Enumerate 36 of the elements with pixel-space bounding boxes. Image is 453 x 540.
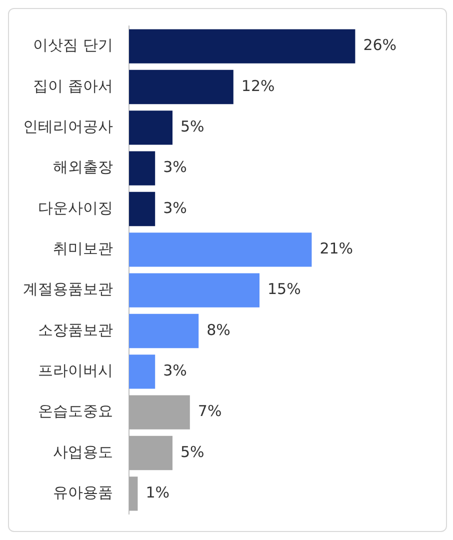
y-tick-label: 프라이버시: [38, 362, 113, 380]
y-tick-label: 인테리어공사: [23, 118, 113, 136]
bar: [129, 232, 312, 267]
bar: [129, 354, 156, 389]
bar: [129, 476, 138, 511]
y-tick-label: 계절용품보관: [23, 280, 113, 298]
bar: [129, 151, 156, 186]
y-tick-label: 유아용품: [53, 484, 113, 502]
data-label: 3%: [163, 362, 187, 380]
y-tick-label: 취미보관: [53, 240, 113, 258]
y-tick-label: 이삿짐 단기: [33, 36, 113, 54]
bar: [129, 29, 356, 64]
bar: [129, 192, 156, 226]
y-tick-label: 집이 좁아서: [33, 76, 113, 95]
data-label: 8%: [206, 320, 230, 339]
data-label: 21%: [320, 240, 354, 258]
bar: [129, 70, 234, 104]
data-label: 26%: [363, 36, 397, 54]
data-label: 1%: [146, 484, 170, 502]
y-tick-label: 온습도중요: [38, 402, 113, 420]
bar: [129, 273, 260, 308]
bar: [129, 314, 199, 348]
bar: [129, 110, 172, 145]
data-label: 5%: [180, 118, 204, 136]
y-tick-label: 사업용도: [53, 442, 113, 461]
data-label: 12%: [241, 76, 275, 95]
bar: [129, 436, 172, 470]
y-tick-label: 소장품보관: [38, 320, 113, 339]
data-label: 5%: [180, 442, 204, 461]
bar: [129, 395, 190, 430]
y-tick-label: 해외출장: [53, 158, 113, 176]
y-tick-label: 다운사이징: [38, 198, 113, 217]
data-label: 3%: [163, 198, 187, 217]
data-label: 15%: [268, 280, 301, 298]
data-label: 3%: [163, 158, 187, 176]
data-label: 7%: [198, 402, 222, 420]
